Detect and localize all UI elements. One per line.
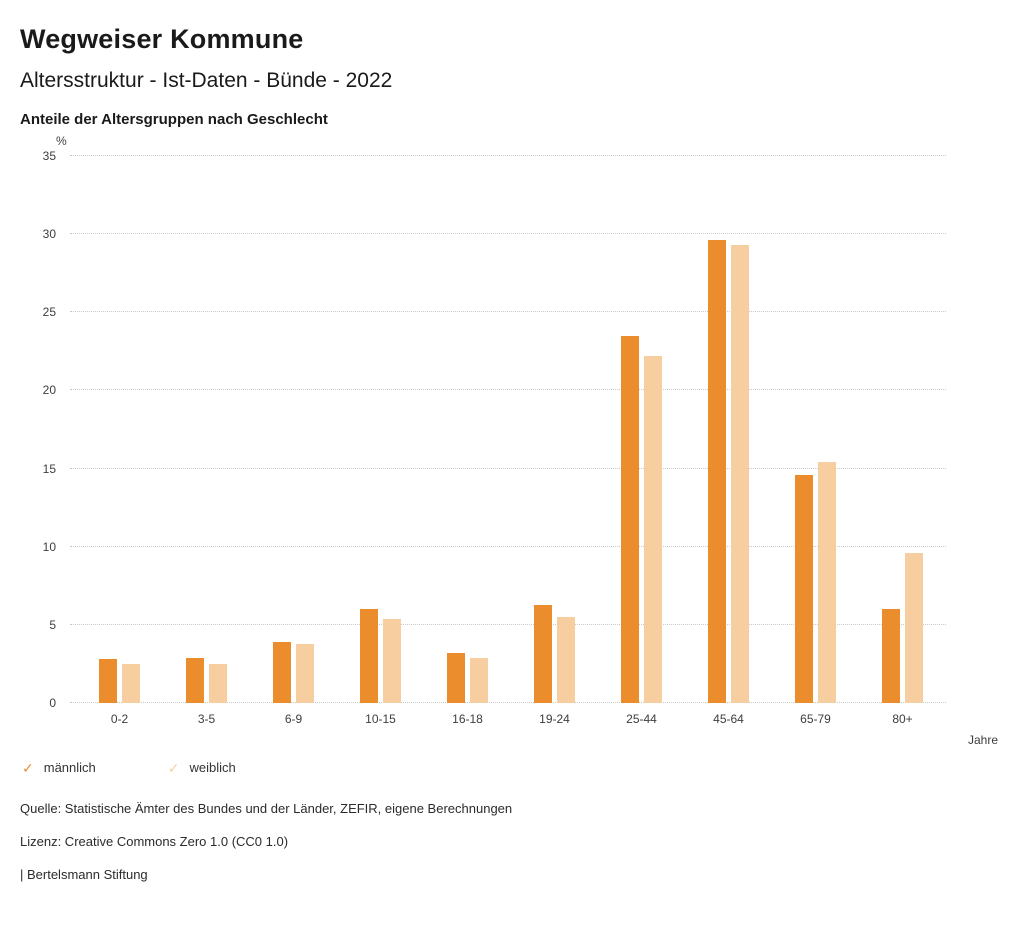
license-text: Lizenz: Creative Commons Zero 1.0 (CC0 1… <box>20 834 289 849</box>
y-tick-label: 10 <box>42 539 56 554</box>
gridline: 0 <box>49 696 946 710</box>
bar-group-10-15 <box>337 156 424 703</box>
gridline: 10 <box>43 540 946 554</box>
x-tick-label-19-24: 19-24 <box>539 712 570 726</box>
gridline: 25 <box>43 305 946 319</box>
y-tick-label: 15 <box>42 461 56 476</box>
bar-group-0-2 <box>76 156 163 703</box>
bar-männlich-10-15[interactable] <box>360 609 378 703</box>
y-tick-label: 20 <box>42 383 56 398</box>
y-tick-label: 0 <box>49 696 56 710</box>
x-tick-label-65-79: 65-79 <box>800 712 831 726</box>
x-tick-label-6-9: 6-9 <box>284 712 303 726</box>
bar-weiblich-0-2[interactable] <box>122 663 140 703</box>
plot-wrap: 0 5 10 15 20 25 30 35 0-2 3-5 6-9 10-15 16-18 19-24 2… <box>43 149 998 747</box>
bar-weiblich-16-18[interactable] <box>470 657 488 703</box>
bar-chart: % 0 5 10 15 20 25 30 35 0-2 3-5 6-9 10-15 16-18 19-2… <box>20 134 1004 747</box>
bar-weiblich-6-9[interactable] <box>296 643 314 703</box>
gridline: 5 <box>49 618 946 632</box>
bar-männlich-19-24[interactable] <box>534 604 552 703</box>
bar-männlich-65-79[interactable] <box>795 474 813 703</box>
bar-männlich-0-2[interactable] <box>99 659 117 703</box>
gridline: 15 <box>43 462 946 476</box>
x-tick-label-45-64: 45-64 <box>713 712 744 726</box>
x-tick-label-3-5: 3-5 <box>197 712 216 726</box>
legend-label-maennlich: männlich <box>43 760 96 775</box>
footer: Quelle: Statistische Ämter des Bundes un… <box>20 801 1004 882</box>
bar-weiblich-19-24[interactable] <box>557 617 575 703</box>
bar-group-65-79 <box>772 156 859 703</box>
x-axis-title: Jahre <box>967 733 998 747</box>
bar-weiblich-3-5[interactable] <box>209 663 227 703</box>
y-tick-label: 35 <box>42 149 56 163</box>
bar-group-19-24 <box>511 156 598 703</box>
y-tick-label: 25 <box>42 305 56 320</box>
bar-group-16-18 <box>424 156 511 703</box>
bar-group-45-64 <box>685 156 772 703</box>
legend-label-weiblich: weiblich <box>189 760 236 775</box>
gridline: 30 <box>43 227 946 241</box>
legend-item-maennlich[interactable]: ✓ männlich <box>22 760 96 775</box>
check-icon: ✓ <box>22 759 34 776</box>
bar-weiblich-10-15[interactable] <box>383 618 401 703</box>
bar-männlich-3-5[interactable] <box>186 657 204 703</box>
bar-männlich-16-18[interactable] <box>447 653 465 703</box>
plot-area: 0 5 10 15 20 25 30 35 <box>43 149 946 710</box>
header: Wegweiser Kommune Altersstruktur - Ist-D… <box>20 24 1004 128</box>
y-tick-label: 5 <box>49 617 56 632</box>
bar-männlich-25-44[interactable] <box>621 335 639 703</box>
bar-group-6-9 <box>250 156 337 703</box>
x-tick-label-16-18: 16-18 <box>452 712 483 726</box>
x-tick-label-10-15: 10-15 <box>365 712 396 726</box>
bar-groups <box>76 156 946 703</box>
gridline: 35 <box>43 149 946 163</box>
check-icon: ✓ <box>167 759 180 776</box>
chart-heading: Anteile der Altersgruppen nach Geschlech… <box>20 111 328 128</box>
y-tick-label: 30 <box>42 227 56 242</box>
bar-weiblich-65-79[interactable] <box>818 462 836 703</box>
source-text: Quelle: Statistische Ämter des Bundes un… <box>20 801 513 816</box>
bar-männlich-80+[interactable] <box>882 609 900 703</box>
page-subtitle: Altersstruktur - Ist-Daten - Bünde - 202… <box>20 69 393 92</box>
x-tick-label-0-2: 0-2 <box>110 712 129 726</box>
x-tick-label-25-44: 25-44 <box>626 712 657 726</box>
bar-männlich-45-64[interactable] <box>708 240 726 703</box>
legend: ✓ männlich ✓ weiblich <box>22 760 1004 775</box>
bar-weiblich-25-44[interactable] <box>644 356 662 703</box>
bar-weiblich-80+[interactable] <box>905 552 923 703</box>
y-axis-unit-label: % <box>56 134 67 148</box>
bar-group-25-44 <box>598 156 685 703</box>
bar-group-80+ <box>859 156 946 703</box>
bar-group-3-5 <box>163 156 250 703</box>
x-axis-labels: 0-2 3-5 6-9 10-15 16-18 19-24 25-44 45-64 65-79 8… <box>76 712 946 726</box>
x-tick-label-80+: 80+ <box>892 712 913 726</box>
legend-item-weiblich[interactable]: ✓ weiblich <box>168 760 236 775</box>
attribution-text: | Bertelsmann Stiftung <box>20 867 148 882</box>
gridline: 20 <box>43 383 946 397</box>
bar-männlich-6-9[interactable] <box>273 642 291 703</box>
page-title: Wegweiser Kommune <box>20 24 304 54</box>
bar-weiblich-45-64[interactable] <box>731 245 749 703</box>
